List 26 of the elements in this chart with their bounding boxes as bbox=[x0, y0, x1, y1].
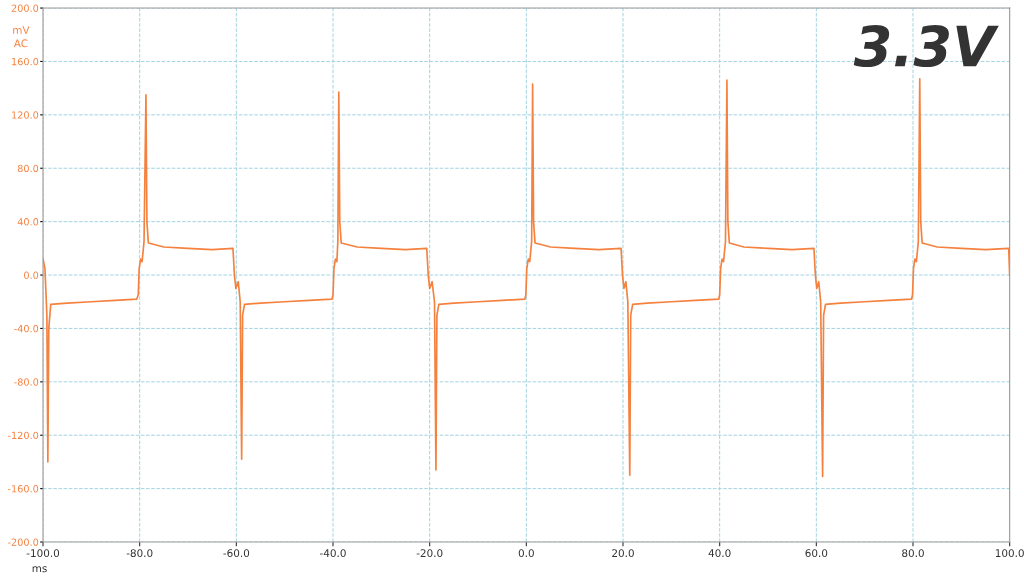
y-tick-label: -40.0 bbox=[14, 324, 39, 333]
y-tick-label: -160.0 bbox=[7, 485, 39, 493]
y-axis-title: mV AC bbox=[13, 26, 30, 48]
x-tick-label: 0.0 bbox=[518, 549, 534, 558]
x-tick-label: -40.0 bbox=[320, 549, 346, 558]
x-tick-label: -80.0 bbox=[126, 549, 153, 558]
x-tick-label: 20.0 bbox=[612, 549, 634, 558]
x-tick-label: 80.0 bbox=[902, 549, 924, 558]
y-tick-label: 80.0 bbox=[17, 164, 39, 173]
x-tick-label: -100.0 bbox=[26, 549, 60, 558]
y-tick-label: 120.0 bbox=[12, 111, 39, 119]
y-tick-label: -200.0 bbox=[7, 538, 39, 546]
line-series bbox=[43, 77, 1010, 478]
x-axis-title: ms bbox=[32, 566, 47, 573]
x-tick-label: 100.0 bbox=[995, 549, 1024, 558]
y-tick-label: 160.0 bbox=[12, 57, 39, 66]
y-tick-label: 200.0 bbox=[11, 4, 39, 12]
x-tick-label: 40.0 bbox=[708, 549, 731, 558]
chart-title: 3.3V bbox=[853, 25, 999, 68]
x-tick-label: -20.0 bbox=[416, 549, 443, 558]
y-tick-label: 40.0 bbox=[17, 218, 39, 226]
y-tick-label: 0.0 bbox=[24, 271, 39, 279]
y-tick-label: -120.0 bbox=[7, 431, 39, 440]
x-tick-label: 60.0 bbox=[805, 549, 828, 558]
x-tick-label: -60.0 bbox=[223, 549, 250, 558]
y-tick-label: -80.0 bbox=[14, 378, 39, 386]
